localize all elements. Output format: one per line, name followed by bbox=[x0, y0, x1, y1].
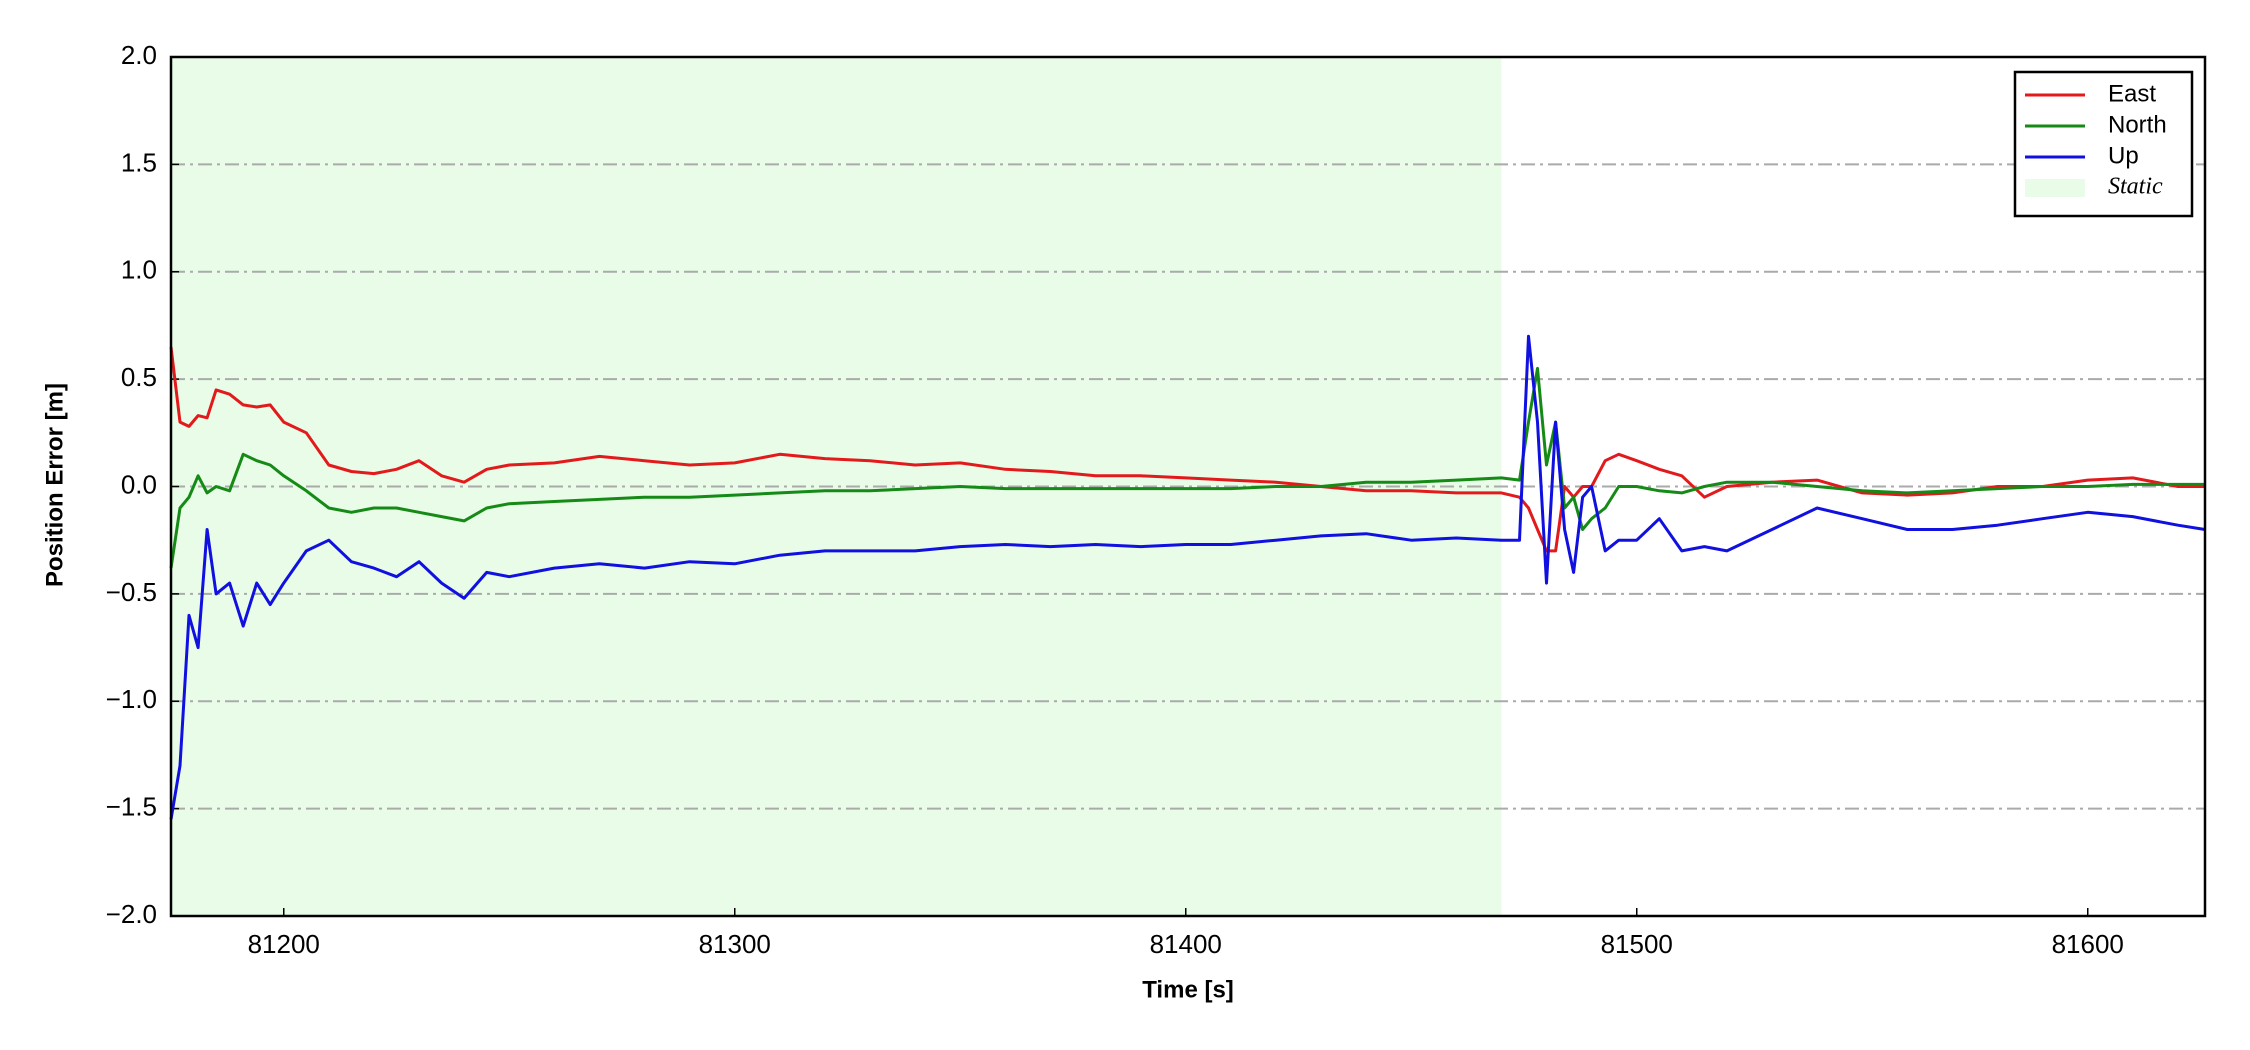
y-tick-label: 1.5 bbox=[121, 147, 157, 177]
x-tick-label: 81600 bbox=[2052, 929, 2124, 959]
series-line bbox=[169, 346, 2205, 553]
x-tick-label: 81300 bbox=[699, 929, 771, 959]
legend-label: East bbox=[2108, 80, 2156, 107]
legend-swatch bbox=[2025, 179, 2085, 197]
series-line bbox=[169, 334, 2206, 820]
x-axis-title: Time [s] bbox=[1142, 976, 1234, 1003]
y-axis-title: Position Error [m] bbox=[41, 383, 68, 587]
y-tick-label: 1.0 bbox=[121, 255, 157, 285]
legend-label: Up bbox=[2108, 142, 2139, 169]
y-tick-label: 2.0 bbox=[121, 40, 157, 70]
legend-label: North bbox=[2108, 111, 2167, 138]
y-tick-label: 0.5 bbox=[121, 362, 157, 392]
y-tick-label: −1.5 bbox=[106, 792, 157, 822]
y-tick-label: −0.5 bbox=[106, 577, 157, 607]
y-tick-label: −2.0 bbox=[106, 899, 157, 929]
x-tick-label: 81400 bbox=[1150, 929, 1222, 959]
series-line bbox=[169, 366, 2205, 569]
y-tick-label: −1.0 bbox=[106, 684, 157, 714]
plot-frame bbox=[169, 55, 2207, 918]
y-tick-label: 0.0 bbox=[121, 469, 157, 499]
legend-label: Static bbox=[2108, 174, 2163, 200]
legend: East North Up Static bbox=[2013, 70, 2194, 218]
x-tick-label: 81500 bbox=[1601, 929, 1673, 959]
x-tick-label: 81200 bbox=[248, 929, 320, 959]
